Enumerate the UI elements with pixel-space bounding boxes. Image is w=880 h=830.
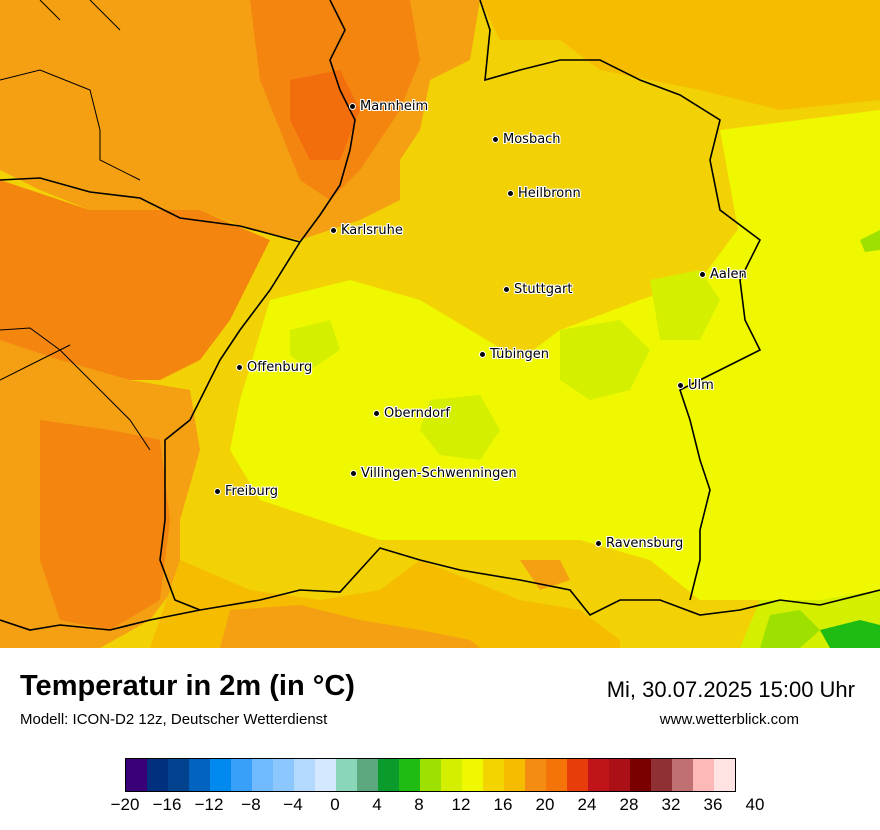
city-marker-tuebingen[interactable]: Tübingen [479, 347, 549, 362]
city-dot-icon [373, 410, 380, 417]
city-dot-icon [350, 470, 357, 477]
city-dot-icon [507, 190, 514, 197]
colorbar-segment [126, 759, 147, 791]
colorbar-segment [147, 759, 168, 791]
city-marker-ravensburg[interactable]: Ravensburg [595, 536, 683, 551]
model-subtitle: Modell: ICON-D2 12z, Deutscher Wetterdie… [20, 711, 328, 728]
colorbar-tick-label: −16 [152, 795, 182, 814]
colorbar-segment [567, 759, 588, 791]
city-marker-mosbach[interactable]: Mosbach [492, 132, 561, 147]
colorbar-segment [168, 759, 189, 791]
colorbar-tick-label: 28 [619, 795, 639, 814]
colorbar-segment [210, 759, 231, 791]
city-label: Offenburg [247, 360, 313, 375]
city-marker-freiburg[interactable]: Freiburg [214, 484, 278, 499]
city-marker-heilbronn[interactable]: Heilbronn [507, 186, 581, 201]
city-label: Oberndorf [384, 406, 450, 421]
colorbar-tick-label: 20 [535, 795, 555, 814]
city-dot-icon [349, 103, 356, 110]
colorbar-segment [714, 759, 735, 791]
colorbar-segment [483, 759, 504, 791]
forecast-datetime: Mi, 30.07.2025 15:00 Uhr [606, 677, 855, 702]
colorbar-segment [651, 759, 672, 791]
city-dot-icon [677, 382, 684, 389]
colorbar-segment [294, 759, 315, 791]
colorbar-segment [231, 759, 252, 791]
colorbar-ticks: −20 −16 −12 −8 −4 0 4 8 12 16 20 24 28 32 36 40 [0, 795, 880, 819]
city-marker-karlsruhe[interactable]: Karlsruhe [330, 223, 403, 238]
city-marker-aalen[interactable]: Aalen [699, 267, 747, 282]
city-marker-stuttgart[interactable]: Stuttgart [503, 282, 572, 297]
temperature-colorbar [125, 758, 736, 792]
colorbar-segment [525, 759, 546, 791]
temperature-map[interactable]: Mannheim Mosbach Heilbronn Karlsruhe Aal… [0, 0, 880, 648]
colorbar-segment [273, 759, 294, 791]
city-label: Tübingen [490, 347, 549, 362]
colorbar-segment [189, 759, 210, 791]
colorbar-segment [399, 759, 420, 791]
map-title: Temperatur in 2m (in °C) [20, 670, 355, 702]
colorbar-tick-label: 12 [451, 795, 471, 814]
city-label: Aalen [710, 267, 747, 282]
colorbar-segment [609, 759, 630, 791]
city-label: Ulm [688, 378, 714, 393]
colorbar-segment [252, 759, 273, 791]
colorbar-segment [504, 759, 525, 791]
colorbar-segment [462, 759, 483, 791]
colorbar-tick-label: 40 [745, 795, 765, 814]
city-label: Freiburg [225, 484, 279, 499]
colorbar-tick-label: −12 [194, 795, 224, 814]
colorbar-tick-label: −20 [110, 795, 140, 814]
city-label: Karlsruhe [341, 223, 403, 238]
colorbar-tick-label: 4 [372, 795, 382, 814]
colorbar-tick-label: −8 [241, 795, 261, 814]
colorbar-tick-label: 24 [577, 795, 597, 814]
colorbar-segment [441, 759, 462, 791]
city-dot-icon [236, 364, 243, 371]
city-label: Stuttgart [514, 282, 573, 297]
colorbar-segment [357, 759, 378, 791]
colorbar-segment [378, 759, 399, 791]
colorbar-segment [315, 759, 336, 791]
city-dot-icon [214, 488, 221, 495]
city-dot-icon [503, 286, 510, 293]
website-credit: www.wetterblick.com [659, 711, 799, 728]
colorbar-segment [420, 759, 441, 791]
colorbar-segment [693, 759, 714, 791]
city-label: Ravensburg [606, 536, 684, 551]
city-label: Mannheim [360, 99, 429, 114]
city-marker-offenburg[interactable]: Offenburg [236, 360, 312, 375]
colorbar-segment [588, 759, 609, 791]
city-marker-oberndorf[interactable]: Oberndorf [373, 406, 450, 421]
colorbar-segment [630, 759, 651, 791]
city-dot-icon [330, 227, 337, 234]
colorbar-tick-label: 32 [661, 795, 681, 814]
colorbar-tick-label: −4 [283, 795, 303, 814]
city-dot-icon [699, 271, 706, 278]
colorbar-tick-label: 16 [493, 795, 513, 814]
city-marker-ulm[interactable]: Ulm [677, 378, 714, 393]
colorbar-tick-label: 36 [703, 795, 723, 814]
colorbar-segment [672, 759, 693, 791]
colorbar-tick-label: 8 [414, 795, 424, 814]
colorbar-segment [546, 759, 567, 791]
city-marker-mannheim[interactable]: Mannheim [349, 99, 428, 114]
city-marker-villingen-schwenningen[interactable]: Villingen-Schwenningen [350, 466, 517, 481]
city-label: Villingen-Schwenningen [361, 466, 517, 481]
city-dot-icon [479, 351, 486, 358]
city-label: Heilbronn [518, 186, 581, 201]
temperature-field [0, 0, 880, 648]
colorbar-segment [336, 759, 357, 791]
colorbar-tick-label: 0 [330, 795, 340, 814]
city-dot-icon [595, 540, 602, 547]
city-dot-icon [492, 136, 499, 143]
city-label: Mosbach [503, 132, 561, 147]
